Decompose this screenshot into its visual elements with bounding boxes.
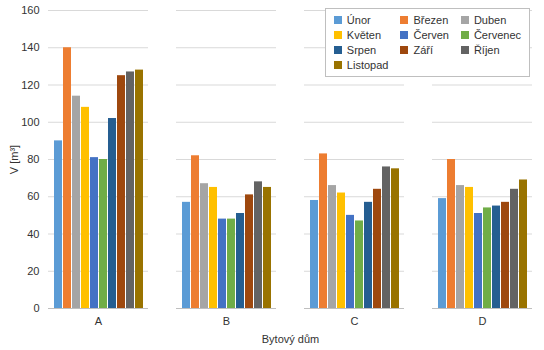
html-text:Únor: Únor [346, 14, 371, 26]
html-text:Květen: Květen [346, 29, 382, 41]
svg-text:100: 100 [21, 116, 39, 128]
html-text:Duben: Duben [473, 14, 507, 26]
svg-text:20: 20 [27, 265, 39, 277]
svg-text:40: 40 [27, 228, 39, 240]
svg-text:80: 80 [27, 153, 39, 165]
svg-text:60: 60 [27, 190, 39, 202]
svg-text:Bytový dům: Bytový dům [262, 333, 319, 345]
svg-text:V [m³]: V [m³] [8, 145, 20, 174]
svg-text:160: 160 [21, 4, 39, 16]
svg-text:C: C [351, 315, 359, 327]
html-text:Březen: Březen [413, 14, 449, 26]
html-text:Říjen: Říjen [473, 44, 500, 56]
svg-text:D: D [479, 315, 487, 327]
html-text:Září: Září [413, 44, 433, 56]
svg-text:B: B [223, 315, 230, 327]
html-text:Listopad: Listopad [346, 59, 389, 71]
html-text:Srpen: Srpen [346, 44, 377, 56]
svg-text:140: 140 [21, 41, 39, 53]
svg-text:0: 0 [33, 302, 39, 314]
svg-text:120: 120 [21, 79, 39, 91]
html-text:Červen: Červen [413, 29, 449, 41]
svg-text:A: A [95, 315, 103, 327]
html-text:Červenec: Červenec [473, 29, 521, 41]
